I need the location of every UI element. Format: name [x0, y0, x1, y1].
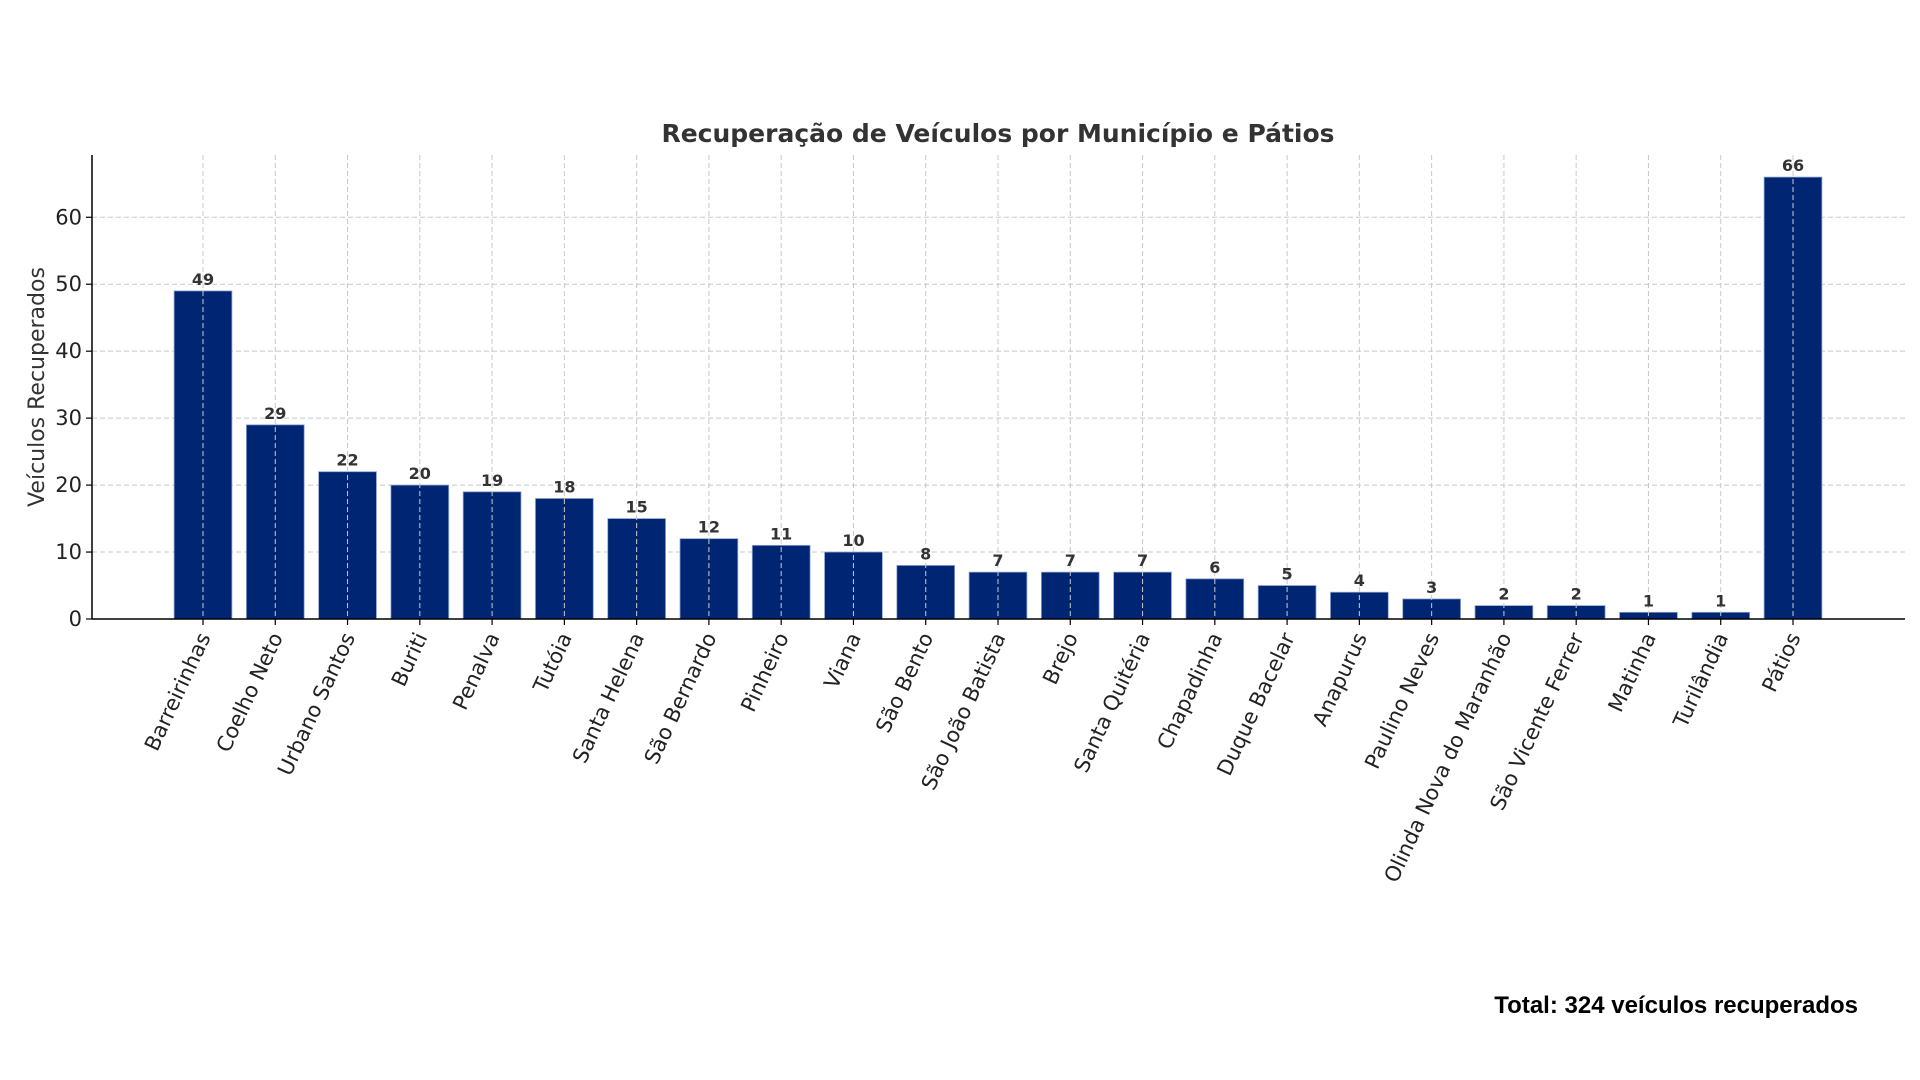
x-tick-label: Chapadinha: [1152, 629, 1227, 753]
x-tick-label: Barreirinhas: [140, 629, 216, 755]
total-label: Total:: [1494, 992, 1558, 1019]
x-tick-label: Duque Bacelar: [1212, 629, 1299, 780]
y-tick-label: 0: [69, 607, 82, 631]
data-label: 18: [553, 477, 575, 496]
data-label: 19: [481, 471, 503, 490]
x-tick-label: Pátios: [1757, 629, 1805, 696]
x-tick-label: Pinheiro: [736, 629, 793, 716]
data-label: 12: [698, 518, 720, 537]
y-tick-label: 40: [55, 339, 82, 363]
bar: [824, 551, 883, 620]
x-tick-label: Anapurus: [1308, 629, 1372, 730]
data-label: 3: [1426, 578, 1437, 597]
total-value: 324 veículos recuperados: [1564, 992, 1858, 1019]
x-tick-label: Penalva: [448, 629, 504, 714]
data-label: 15: [626, 498, 648, 517]
x-tick-label: Tutóia: [528, 629, 577, 697]
x-tick-label: Brejo: [1038, 629, 1083, 688]
y-tick-label: 20: [55, 473, 82, 497]
x-tick-label: Olinda Nova do Maranhão: [1379, 629, 1516, 886]
data-label: 11: [770, 524, 792, 543]
data-label: 1: [1643, 591, 1654, 610]
data-label: 2: [1571, 585, 1582, 604]
data-label: 8: [920, 544, 931, 563]
x-tick-label: Matinha: [1604, 629, 1661, 716]
x-tick-label: Viana: [819, 629, 866, 692]
data-label: 1: [1715, 591, 1726, 610]
x-tick-label: São Bento: [871, 629, 938, 737]
y-axis-label: Veículos Recuperados: [25, 267, 50, 507]
data-label: 5: [1282, 565, 1293, 584]
data-label: 7: [1065, 551, 1076, 570]
data-label: 7: [1137, 551, 1148, 570]
x-tick-label: Santa Quitéria: [1069, 629, 1155, 776]
data-label: 6: [1209, 558, 1220, 577]
y-tick-label: 30: [55, 406, 82, 430]
x-tick-label: São Bernardo: [640, 629, 722, 768]
x-tick-label: Santa Helena: [568, 629, 649, 767]
y-tick-label: 60: [55, 205, 82, 229]
data-label: 7: [992, 551, 1003, 570]
y-tick-label: 50: [55, 272, 82, 296]
x-tick-label: Coelho Neto: [212, 629, 288, 756]
data-label: 20: [409, 464, 431, 483]
data-label: 4: [1354, 571, 1365, 590]
x-tick-label: Turilândia: [1668, 629, 1733, 732]
data-label: 29: [264, 404, 286, 423]
x-tick-label: Buriti: [387, 629, 433, 690]
data-label: 22: [336, 451, 358, 470]
data-label: 49: [192, 270, 214, 289]
data-label: 2: [1498, 585, 1509, 604]
data-label: 10: [842, 531, 864, 550]
bar: [318, 471, 377, 620]
y-tick-label: 10: [55, 540, 82, 564]
chart-title: Recuperação de Veículos por Município e …: [661, 119, 1334, 148]
x-tick-label: Urbano Santos: [273, 629, 360, 779]
total-summary: Total: 324 veículos recuperados: [1494, 992, 1858, 1020]
x-tick-label: Paulino Neves: [1360, 629, 1444, 773]
data-label: 66: [1782, 156, 1804, 175]
